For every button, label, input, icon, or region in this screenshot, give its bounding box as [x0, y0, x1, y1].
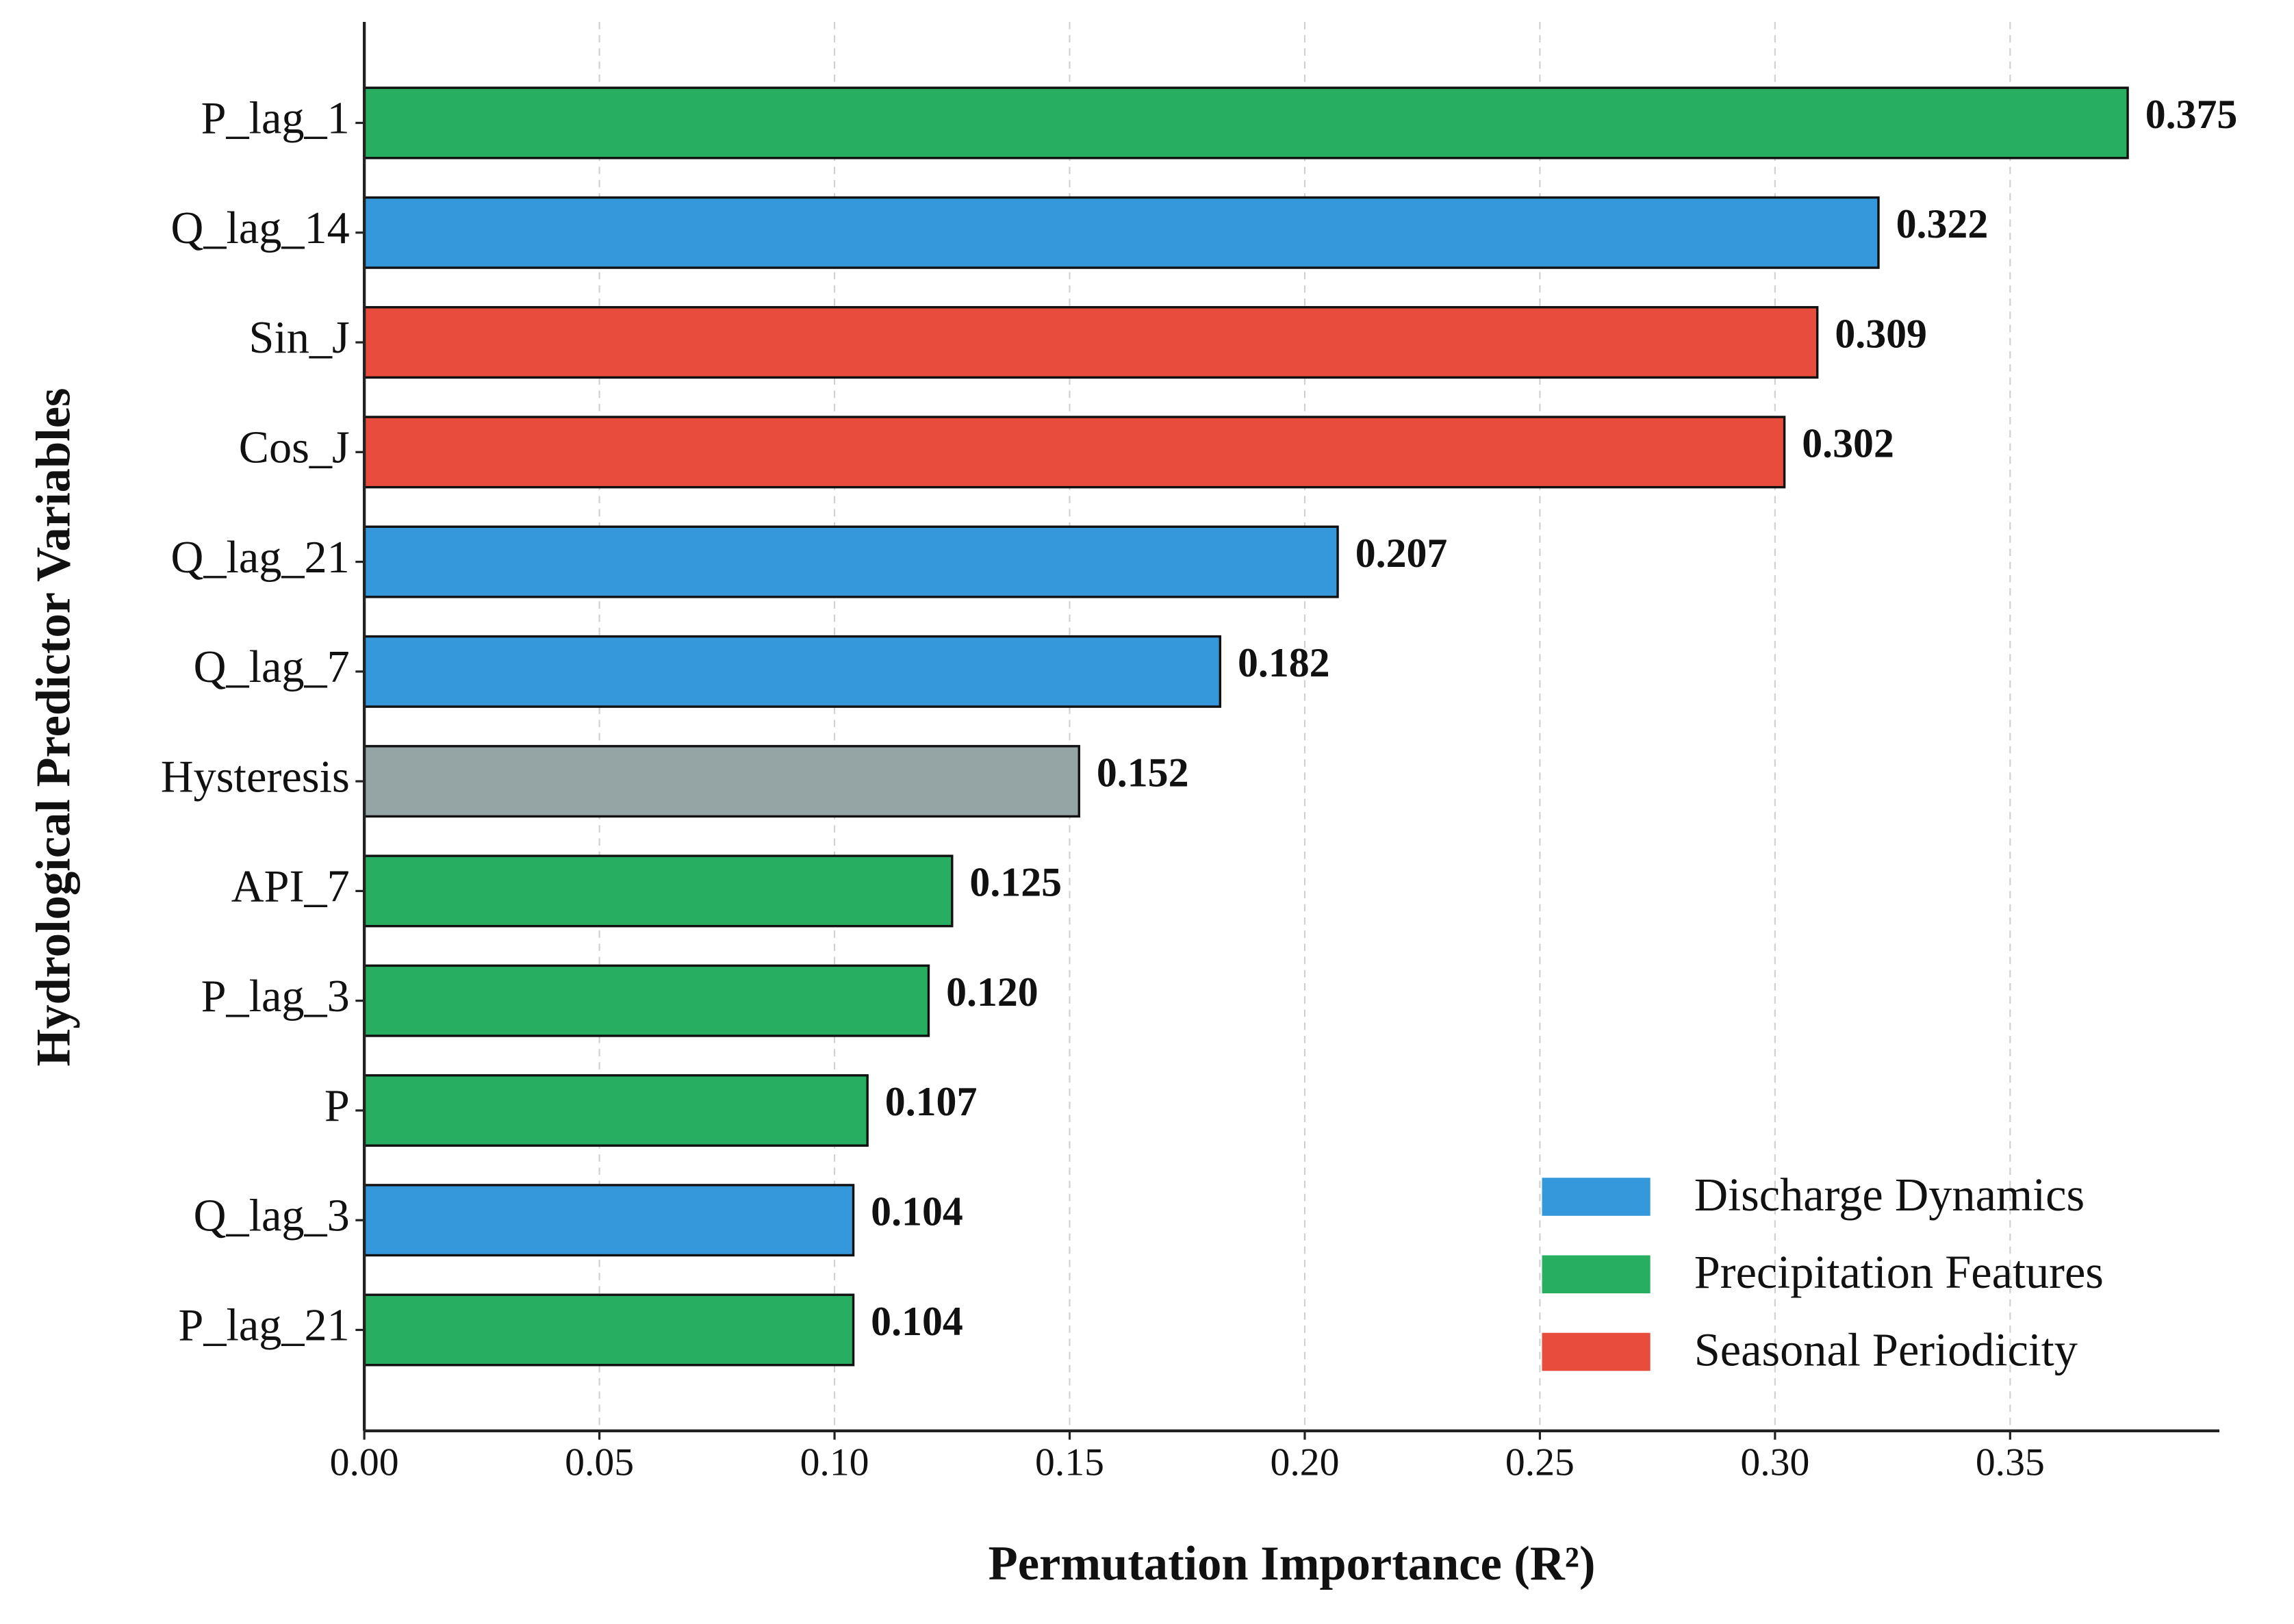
x-tick-label: 0.00 [330, 1441, 399, 1484]
y-tick-label: Q_lag_7 [194, 642, 350, 692]
x-axis-title: Permutation Importance (R²) [989, 1537, 1596, 1590]
bar [363, 306, 1819, 379]
legend-label: Discharge Dynamics [1694, 1169, 2085, 1221]
y-tick-label: Hysteresis [161, 752, 350, 802]
value-label: 0.120 [946, 969, 1038, 1015]
bar [363, 635, 1222, 708]
legend-swatch [1542, 1255, 1651, 1294]
x-tick-label: 0.30 [1740, 1441, 1809, 1484]
y-tick-label: P [324, 1081, 350, 1131]
y-tick-label: Q_lag_14 [171, 203, 350, 253]
y-tick-label: Cos_J [239, 423, 350, 473]
value-label: 0.207 [1355, 531, 1448, 576]
value-label: 0.182 [1238, 640, 1330, 685]
y-tick-label: P_lag_21 [179, 1301, 350, 1351]
legend-swatch [1542, 1178, 1651, 1216]
bar [363, 854, 954, 928]
x-tick-label: 0.20 [1270, 1441, 1339, 1484]
value-label: 0.104 [871, 1299, 963, 1344]
x-tick-label: 0.35 [1976, 1441, 2045, 1484]
y-axis-title: Hydrological Predictor Variables [27, 388, 81, 1067]
bar [363, 416, 1786, 489]
x-tick-label: 0.25 [1505, 1441, 1575, 1484]
bar [363, 1184, 855, 1257]
bar [363, 1074, 869, 1147]
value-label: 0.322 [1896, 201, 1989, 246]
bar [363, 964, 930, 1037]
value-label: 0.152 [1097, 750, 1189, 795]
value-label: 0.104 [871, 1189, 963, 1234]
y-tick-label: P_lag_1 [201, 94, 350, 144]
value-label: 0.302 [1802, 421, 1894, 466]
y-tick-label: P_lag_3 [201, 972, 350, 1022]
y-tick-label: Q_lag_21 [171, 533, 350, 583]
x-tick-label: 0.05 [565, 1441, 634, 1484]
legend-label: Precipitation Features [1694, 1246, 2104, 1298]
value-label: 0.309 [1835, 311, 1927, 356]
y-tick-label: Sin_J [249, 313, 350, 363]
value-label: 0.125 [969, 860, 1062, 905]
legend-swatch [1542, 1332, 1651, 1371]
bar [363, 1293, 855, 1367]
y-tick-label: API_7 [231, 862, 350, 912]
value-label: 0.107 [885, 1079, 978, 1124]
x-tick-label: 0.10 [800, 1441, 869, 1484]
legend-label: Seasonal Periodicity [1694, 1323, 2078, 1375]
x-tick-label: 0.15 [1035, 1441, 1104, 1484]
bar [363, 745, 1080, 818]
bar [363, 196, 1880, 269]
bar [363, 525, 1339, 598]
bar [363, 86, 2129, 160]
y-tick-label: Q_lag_3 [194, 1191, 350, 1241]
value-label: 0.375 [2145, 92, 2238, 137]
